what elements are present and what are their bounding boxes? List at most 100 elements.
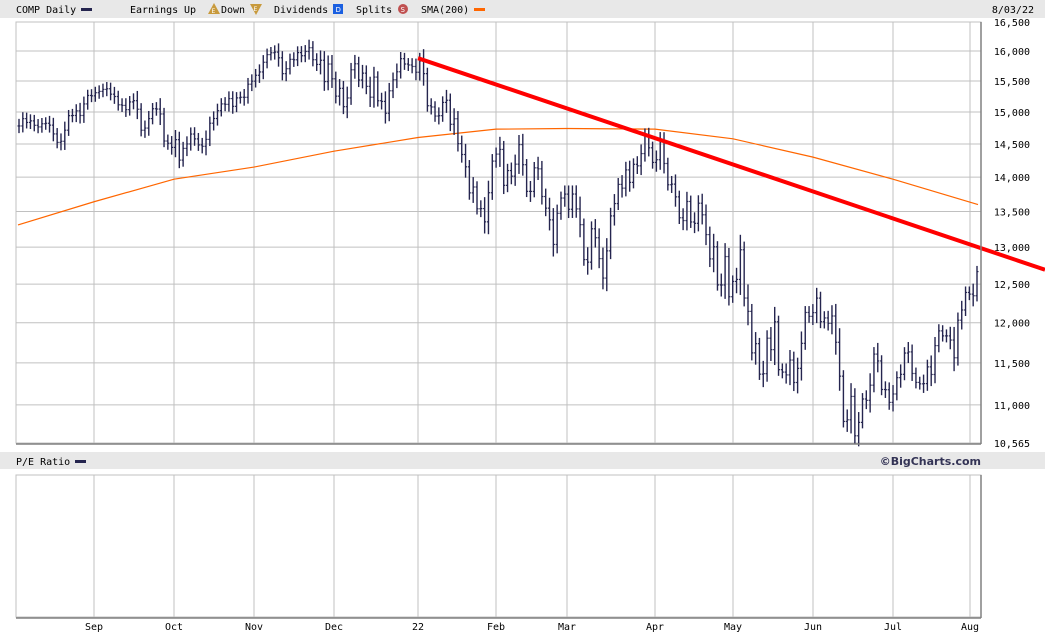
earnings-label: Earnings: [130, 5, 178, 16]
price-bar: [506, 163, 510, 193]
price-bar: [509, 162, 513, 185]
price-bar: [723, 243, 727, 299]
price-bar: [857, 412, 861, 447]
price-bar: [139, 103, 143, 137]
price-bar: [74, 104, 78, 123]
price-bar: [151, 103, 155, 125]
price-bar: [315, 53, 319, 71]
y-tick-label: 16,000: [994, 47, 1030, 58]
price-bar: [876, 342, 880, 373]
price-bar: [895, 371, 899, 401]
price-bar: [597, 228, 601, 269]
price-bar: [860, 393, 864, 429]
x-axis-ticks: Sep Oct Nov Dec 22 Feb Mar Apr May Jun Jul Aug: [85, 622, 979, 633]
price-bar: [112, 86, 116, 104]
price-bar: [357, 56, 361, 88]
y-tick-label: 11,500: [994, 359, 1030, 370]
price-bar: [429, 98, 433, 115]
pe-legend-swatch: [75, 460, 86, 463]
price-bar: [555, 204, 559, 254]
price-bar: [311, 41, 315, 67]
price-bar: [941, 325, 945, 342]
price-bar: [922, 374, 926, 393]
x-tick-label: Sep: [85, 622, 103, 633]
price-bar: [712, 233, 716, 273]
price-bar: [235, 92, 239, 113]
x-tick-label: Mar: [558, 622, 576, 633]
price-bar: [292, 52, 296, 67]
y-tick-label: 16,500: [994, 18, 1030, 29]
price-bar: [631, 158, 635, 189]
price-bar: [185, 136, 189, 157]
price-bar: [395, 63, 399, 89]
price-bar: [624, 161, 628, 197]
pe-grid: [93, 475, 971, 617]
price-bar: [330, 55, 334, 88]
price-bar: [902, 347, 906, 381]
price-bar: [887, 382, 891, 410]
price-bar: [612, 194, 616, 226]
price-bar: [399, 52, 403, 79]
price-bar: [368, 76, 372, 107]
price-grid: [16, 22, 981, 443]
price-bar: [502, 140, 506, 195]
price-bar: [525, 159, 529, 198]
price-bar: [475, 181, 479, 215]
price-bar: [937, 324, 941, 353]
price-bar: [899, 364, 903, 388]
price-bar: [792, 351, 796, 392]
price-bar: [128, 96, 132, 116]
price-bar: [616, 178, 620, 211]
price-bar: [448, 93, 452, 132]
price-bar: [960, 300, 964, 330]
price-bar: [750, 303, 754, 361]
price-bar: [933, 336, 937, 384]
price-bar: [162, 107, 166, 148]
price-bar: [593, 219, 597, 248]
price-bar: [830, 305, 834, 335]
price-bar: [964, 286, 968, 317]
chart-date: 8/03/22: [992, 5, 1034, 16]
price-bar: [303, 45, 307, 63]
price-bar: [208, 116, 212, 147]
price-bar: [376, 71, 380, 107]
price-bar: [605, 238, 609, 292]
price-bar: [822, 311, 826, 329]
price-bar: [483, 197, 487, 234]
price-bar: [891, 385, 895, 412]
price-bar: [364, 65, 368, 95]
price-bar: [563, 185, 567, 207]
price-bar: [914, 367, 918, 389]
price-bar: [735, 267, 739, 294]
price-bar: [189, 127, 193, 151]
price-bar: [143, 120, 147, 138]
x-tick-label: Nov: [245, 622, 263, 633]
price-bar: [819, 291, 823, 329]
price-bar: [788, 350, 792, 386]
price-bar: [685, 191, 689, 231]
price-bar: [341, 80, 345, 115]
price-bar: [437, 107, 441, 125]
price-bar: [731, 275, 735, 303]
price-bar: [425, 67, 429, 112]
price-bar: [254, 68, 258, 88]
price-bar: [494, 147, 498, 168]
price-bar: [601, 247, 605, 290]
price-bar: [177, 131, 181, 169]
price-bar: [238, 91, 242, 104]
price-bar: [528, 180, 532, 202]
price-bar: [109, 82, 113, 101]
price-bar: [670, 175, 674, 193]
price-bar: [654, 150, 658, 172]
price-bar: [269, 46, 273, 61]
price-bar: [540, 160, 544, 205]
price-bar: [380, 92, 384, 110]
price-bar: [761, 360, 765, 388]
price-bar: [799, 331, 803, 381]
y-tick-label: 13,500: [994, 208, 1030, 219]
price-bar: [383, 91, 387, 124]
price-bar: [738, 234, 742, 295]
price-bar: [223, 97, 227, 112]
price-bar: [21, 112, 25, 133]
price-bar: [36, 119, 40, 134]
